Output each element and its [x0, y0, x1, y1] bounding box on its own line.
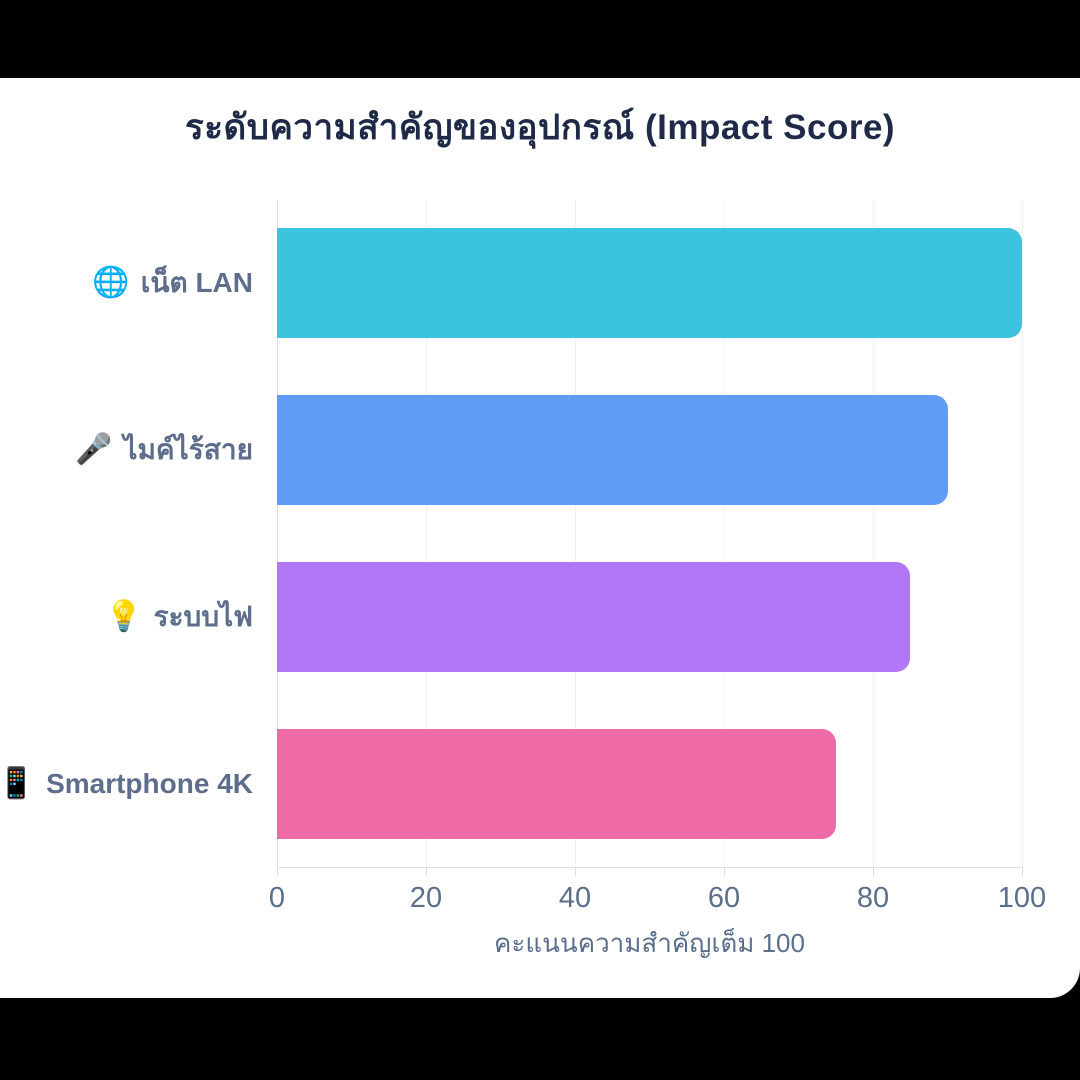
category-label-row: 💡 ระบบไฟ — [0, 534, 253, 701]
tick-mark — [1022, 867, 1023, 876]
category-label-row: 🎤 ไมค์ไร้สาย — [0, 367, 253, 534]
tick-mark — [724, 867, 725, 876]
bar-ระบบไฟ[interactable] — [277, 561, 911, 672]
gridline — [724, 200, 725, 867]
bar-rows — [277, 200, 1022, 867]
tick-mark — [277, 867, 278, 876]
tick-label: 0 — [268, 882, 286, 914]
microphone-icon: 🎤 — [75, 433, 113, 467]
bar-Smartphone 4K[interactable] — [277, 728, 836, 839]
smartphone-icon: 📱 — [0, 766, 36, 800]
bar-เน็ต LAN[interactable] — [277, 228, 1022, 339]
tick-mark — [575, 867, 576, 876]
tick-mark — [426, 867, 427, 876]
gridline — [873, 200, 874, 867]
bar-row — [277, 700, 1022, 867]
gridline — [575, 200, 576, 867]
chart-title: ระดับความสำคัญของอุปกรณ์ (Impact Score) — [184, 108, 896, 147]
category-label: ไมค์ไร้สาย — [123, 434, 253, 466]
category-labels: 🌐 เน็ต LAN 🎤 ไมค์ไร้สาย 💡 ระบบไฟ 📱 Smartphone 4… — [0, 200, 253, 867]
category-label: Smartphone 4K — [46, 767, 253, 799]
x-axis-title: คะแนนความสำคัญเต็ม 100 — [494, 928, 805, 958]
gridline — [277, 200, 278, 867]
light-bulb-icon: 💡 — [105, 599, 143, 633]
gridline — [1022, 200, 1023, 867]
tick-label: 80 — [856, 882, 890, 914]
bottom-letterbox — [0, 998, 1080, 1080]
x-axis-ticks: 0 20 40 60 80 100 — [269, 867, 1046, 977]
category-label: เน็ต LAN — [140, 267, 253, 299]
tick-label: 40 — [558, 882, 592, 914]
tick-label: 20 — [409, 882, 443, 914]
gridline — [426, 200, 427, 867]
bar-row — [277, 367, 1022, 534]
category-label: ระบบไฟ — [153, 600, 253, 632]
bar-ไมค์ไร้สาย[interactable] — [277, 395, 948, 506]
chart-card: ระดับความสำคัญของอุปกรณ์ (Impact Score) … — [0, 78, 1080, 998]
globe-icon: 🌐 — [92, 266, 130, 300]
tick-mark — [873, 867, 874, 876]
bar-row — [277, 200, 1022, 367]
category-label-row: 🌐 เน็ต LAN — [0, 200, 253, 367]
top-letterbox — [0, 0, 1080, 78]
tick-label: 60 — [707, 882, 741, 914]
gridlines — [277, 200, 1023, 867]
category-label-row: 📱 Smartphone 4K — [0, 700, 253, 867]
plot-area — [277, 200, 1023, 868]
tick-label: 100 — [997, 882, 1047, 914]
bar-row — [277, 534, 1022, 701]
